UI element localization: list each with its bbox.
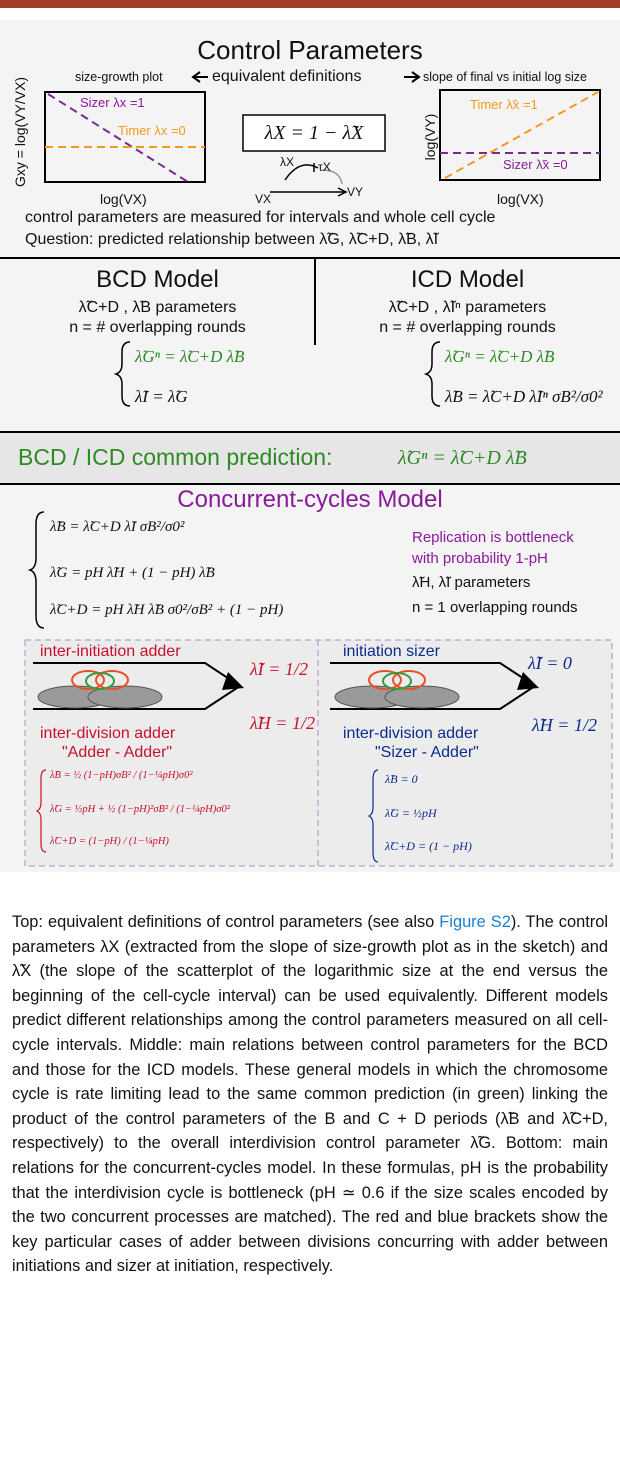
- plot-label: Timer λ̃x =1: [470, 98, 538, 111]
- note: n = 1 overlapping rounds: [412, 600, 578, 615]
- case-value: λ̃I = 1/2: [250, 660, 308, 678]
- case-value: λ̃I = 0: [528, 654, 572, 672]
- formula: λX = 1 − λ̃X: [243, 123, 385, 143]
- equation: λ̃G = ½pH + ½ (1−pH)²σB² / (1−¼pH)σ0²: [50, 805, 230, 816]
- heading: size-growth plot: [75, 71, 163, 84]
- axis-label: log(VY): [423, 97, 437, 177]
- equation: λ̃B = λ̃C+D λ̃Iⁿ σB²/σ0²: [445, 388, 603, 405]
- common-label: BCD / ICD common prediction:: [18, 446, 332, 469]
- plot-label: Sizer λx =1: [80, 96, 145, 109]
- case-name: "Adder - Adder": [62, 745, 172, 761]
- text: λ̃C+D , λ̃Iⁿ parameters: [315, 300, 620, 316]
- case-value: λ̃H = 1/2: [250, 714, 315, 732]
- heading: equivalent definitions: [212, 69, 361, 85]
- case-name: "Sizer - Adder": [375, 745, 479, 761]
- equation: λ̃G = ½pH: [385, 807, 437, 819]
- caption-text: ). The control parameters λX (extracted …: [12, 913, 608, 1275]
- equation: λ̃I = λ̃G: [135, 388, 188, 405]
- case-value: λ̃H = 1/2: [532, 716, 597, 734]
- caption: Top: equivalent definitions of control p…: [12, 910, 608, 1279]
- plot-label: Sizer λ̃x =0: [503, 158, 568, 171]
- text: λ̃C+D , λ̃B parameters: [0, 300, 315, 316]
- axis-label: log(VX): [497, 192, 544, 206]
- heading: slope of final vs initial log size: [423, 71, 587, 84]
- page: {"figure":{ "top":{"title":"Control Para…: [0, 0, 620, 1475]
- text: n = # overlapping rounds: [0, 320, 315, 336]
- caption-text: Top: equivalent definitions of control p…: [12, 913, 439, 931]
- case-label: inter-division adder: [40, 726, 175, 742]
- axis-label: log(VX): [100, 192, 147, 206]
- case-label: inter-division adder: [343, 726, 478, 742]
- common-formula: λ̃Gⁿ = λ̃C+D λ̃B: [398, 448, 527, 468]
- note: with probability 1-pH: [412, 551, 548, 566]
- label: τX: [318, 161, 331, 173]
- question: Question: predicted relationship between…: [25, 232, 438, 248]
- case-label: initiation sizer: [343, 644, 440, 660]
- plot-label: Timer λx =0: [118, 124, 186, 137]
- text: n = # overlapping rounds: [315, 320, 620, 336]
- equation: λ̃G = pH λ̃H + (1 − pH) λ̃B: [50, 566, 215, 581]
- figure-link[interactable]: Figure S2: [439, 913, 511, 931]
- axis-label: Gxy = log(VY/VX): [13, 87, 27, 187]
- label: VX: [255, 193, 271, 205]
- label: λX: [280, 156, 294, 168]
- equation: λ̃Gⁿ = λ̃C+D λ̃B: [445, 348, 554, 365]
- model-title: BCD Model: [0, 268, 315, 292]
- top-bar: [0, 0, 620, 8]
- equation: λ̃B = ½ (1−pH)σB² / (1−¼pH)σ0²: [50, 771, 192, 782]
- case-label: inter-initiation adder: [40, 644, 181, 660]
- note: Replication is bottleneck: [412, 530, 574, 545]
- title: Control Parameters: [0, 37, 620, 63]
- equation: λ̃Gⁿ = λ̃C+D λ̃B: [135, 348, 244, 365]
- label: VY: [347, 186, 363, 198]
- equation: λ̃C+D = pH λ̃H λ̃B σ0²/σB² + (1 − pH): [50, 603, 283, 618]
- note: control parameters are measured for inte…: [25, 210, 495, 226]
- model-title: ICD Model: [315, 268, 620, 292]
- note: λ̃H, λ̃I parameters: [412, 575, 530, 590]
- equation: λ̃B = λ̃C+D λ̃I σB²/σ0²: [50, 520, 184, 535]
- figure: Control Parameters size-growth plot equi…: [0, 0, 620, 875]
- equation: λ̃C+D = (1−pH) / (1−¼pH): [50, 837, 169, 848]
- equation: λ̃C+D = (1 − pH): [385, 840, 472, 852]
- model-title: Concurrent-cycles Model: [0, 488, 620, 512]
- equation: λ̃B = 0: [385, 773, 418, 785]
